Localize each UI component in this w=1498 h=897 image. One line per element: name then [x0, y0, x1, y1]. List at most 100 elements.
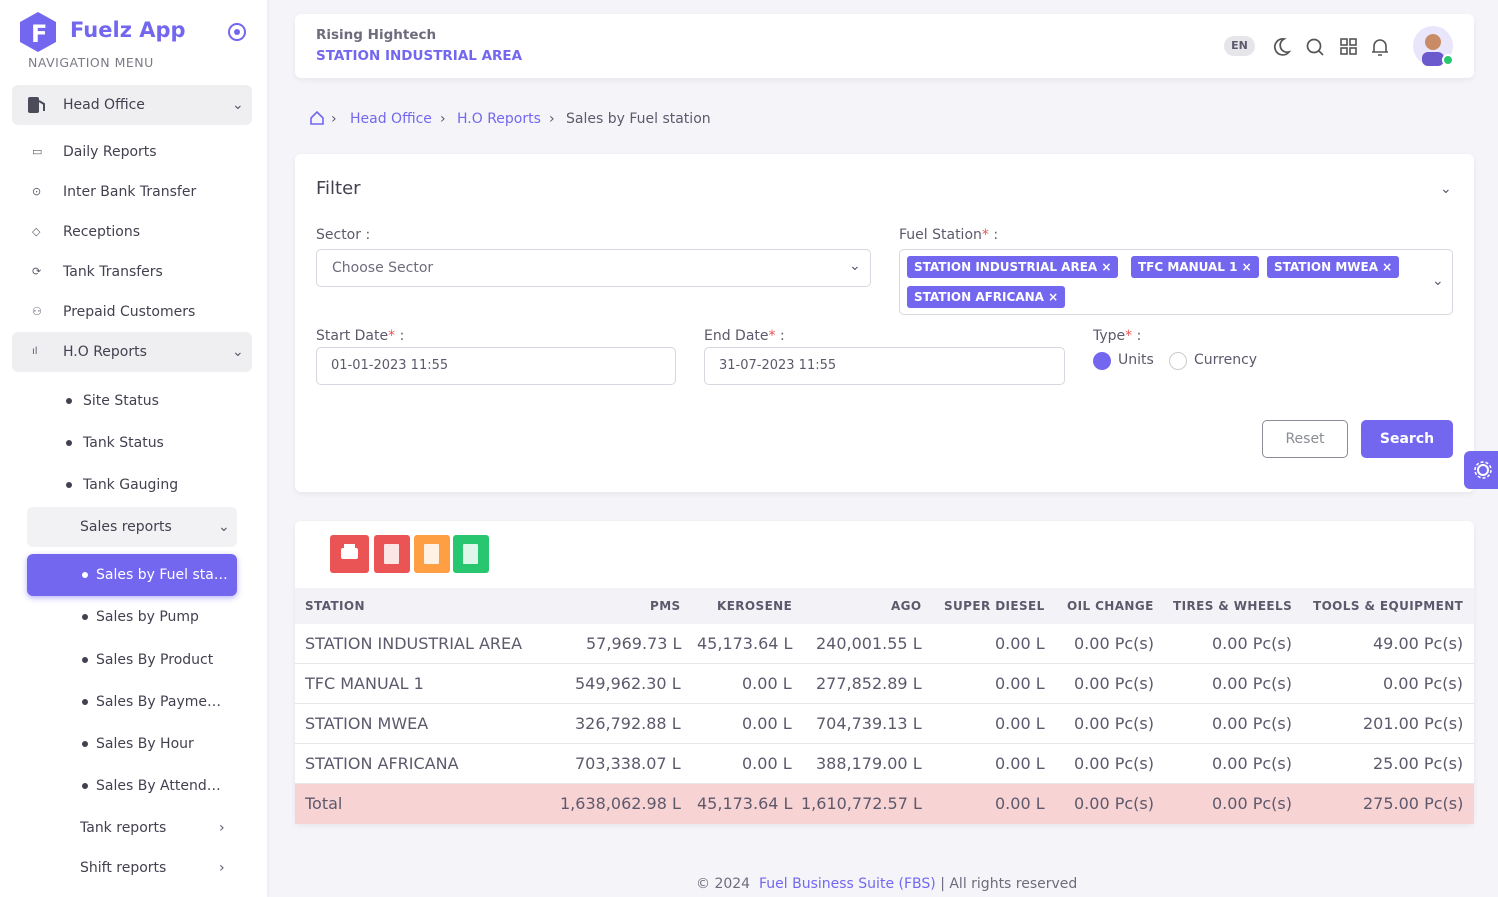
station-tag[interactable]: STATION AFRICANA × [907, 286, 1066, 308]
start-date[interactable]: 01-01-2023 11:55 [316, 347, 676, 385]
fuel-icon [28, 97, 45, 113]
menu-item[interactable]: Sales by Pump [96, 609, 199, 625]
station-tag[interactable]: STATION MWEA × [1267, 256, 1400, 278]
menu-item[interactable]: Sales By Payme… [96, 694, 221, 710]
tag-text: STATION AFRICANA [914, 290, 1044, 304]
menu-item[interactable]: Inter Bank Transfer [63, 184, 197, 200]
table-head [295, 588, 1474, 624]
cell: 0.00 L [995, 754, 1045, 773]
active-item[interactable] [27, 554, 237, 596]
chevron: ⌄ [232, 97, 244, 113]
menu-item[interactable]: Sales By Product [96, 652, 214, 668]
menu-item[interactable]: Sales By Hour [96, 736, 194, 752]
menu-item[interactable]: Sales by Fuel sta… [96, 567, 228, 583]
menu-item[interactable]: Prepaid Customers [63, 304, 196, 320]
bullet [82, 657, 88, 663]
filter-title: Filter [316, 178, 361, 199]
chevron: ⌄ [1432, 273, 1444, 289]
cell: 0.00 L [742, 754, 792, 773]
group-label[interactable]: Head Office [63, 97, 145, 113]
footer: © 2024 Fuel Business Suite (FBS) | All r… [696, 875, 1077, 893]
row-border [295, 743, 1474, 744]
row-border [295, 703, 1474, 704]
remove-tag[interactable]: × [1378, 260, 1393, 274]
menu-item[interactable]: Tank Gauging [83, 477, 179, 493]
toolbar-icons[interactable] [1270, 36, 1420, 58]
remove-tag[interactable]: × [1043, 290, 1059, 304]
group-item[interactable] [12, 332, 252, 372]
required: * [768, 328, 776, 344]
cell: 0.00 L [995, 634, 1045, 653]
toggle-icon[interactable] [227, 22, 247, 42]
cell: 703,338.07 L [575, 754, 681, 773]
column-header: TIRES & WHEELS [1173, 599, 1293, 613]
cell: 0.00 Pc(s) [1212, 714, 1292, 733]
row-border [295, 663, 1474, 664]
cell: 326,792.88 L [575, 714, 681, 733]
column-header: PMS [650, 599, 681, 613]
footer-link[interactable]: Fuel Business Suite (FBS) [759, 876, 936, 892]
chevron: ⌄ [218, 519, 230, 535]
sector-select[interactable]: Choose Sector ⌄ [316, 249, 871, 287]
cell: 0.00 L [742, 714, 792, 733]
menu-item[interactable]: Tank Status [83, 435, 164, 451]
label-text: Type [1093, 328, 1126, 344]
cell: 0.00 L [742, 674, 792, 693]
collapse-icon[interactable]: ⌄ [1440, 181, 1452, 197]
type-label: Type* : [1093, 327, 1141, 345]
radio-label[interactable]: Units [1118, 352, 1154, 368]
menu-item[interactable]: Site Status [83, 393, 159, 409]
label-text: Start Date [316, 328, 389, 344]
reset-button[interactable]: Reset [1262, 420, 1348, 458]
total-cell: 275.00 Pc(s) [1363, 794, 1464, 813]
value: 01-01-2023 11:55 [331, 358, 449, 373]
filter-card: Filter ⌄ Sector : Choose Sector ⌄ Fuel S… [295, 154, 1474, 492]
avatar[interactable] [1413, 26, 1455, 68]
total-cell: 45,173.64 L [697, 794, 793, 813]
start-label: Start Date* : [316, 327, 404, 345]
group-item[interactable] [12, 85, 252, 125]
sector-label: Sector : [316, 227, 371, 243]
station-tag[interactable]: TFC MANUAL 1 × [1131, 256, 1259, 278]
end-date[interactable]: 31-07-2023 11:55 [704, 347, 1065, 385]
search-button[interactable]: Search [1361, 420, 1453, 458]
submenu[interactable] [27, 507, 237, 547]
column-header: STATION [305, 599, 365, 613]
station-label: Fuel Station* : [899, 226, 998, 244]
menu-item[interactable]: Shift reports [80, 860, 167, 876]
radio-checked[interactable] [1093, 352, 1111, 370]
total-row [295, 784, 1474, 824]
menu-item[interactable]: Sales By Attend… [96, 778, 221, 794]
cell: STATION MWEA [305, 714, 429, 733]
menu-label: NAVIGATION MENU [28, 55, 154, 70]
lang[interactable]: EN [1224, 36, 1255, 56]
colon: : [395, 328, 405, 344]
home-icon[interactable] [309, 110, 325, 126]
station-tag[interactable]: STATION INDUSTRIAL AREA × [907, 256, 1119, 278]
remove-tag[interactable]: × [1237, 260, 1252, 274]
placeholder: Choose Sector [332, 260, 434, 276]
customizer-button[interactable] [1464, 451, 1498, 489]
menu-item[interactable]: Tank Transfers [63, 264, 163, 280]
radio-label[interactable]: Currency [1194, 352, 1258, 368]
required: * [1125, 328, 1133, 344]
bullet [82, 572, 88, 578]
menu-item[interactable]: Tank reports [80, 820, 167, 836]
menu-icon: ⚇ [32, 305, 42, 318]
breadcrumb-item[interactable]: H.O Reports [457, 111, 541, 127]
menu-item[interactable]: Daily Reports [63, 144, 157, 160]
total-cell: Total [305, 794, 343, 813]
cell: 0.00 Pc(s) [1212, 754, 1292, 773]
remove-tag[interactable]: × [1097, 260, 1112, 274]
menu-item[interactable]: H.O Reports [63, 344, 147, 360]
menu-item[interactable]: Sales reports [80, 519, 172, 535]
radio[interactable] [1169, 352, 1187, 370]
total-cell: 0.00 Pc(s) [1074, 794, 1154, 813]
export-buttons[interactable] [330, 535, 490, 574]
menu-item[interactable]: Receptions [63, 224, 141, 240]
breadcrumb-item[interactable]: Head Office [350, 111, 432, 127]
column-header: TOOLS & EQUIPMENT [1313, 599, 1464, 613]
station-select[interactable]: ⌄ STATION INDUSTRIAL AREA × TFC MANUAL 1 … [899, 249, 1453, 315]
chevron: ⌄ [232, 344, 244, 360]
